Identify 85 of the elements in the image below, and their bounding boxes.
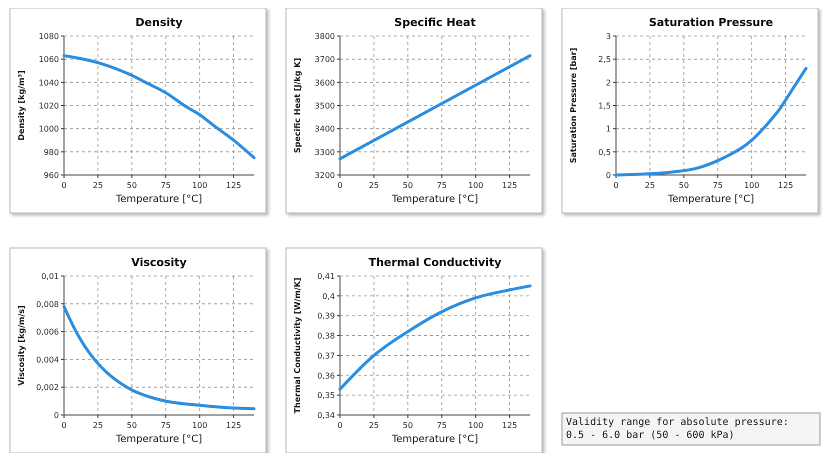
y-axis-title: Viscosity [kg/m/s] [17,305,26,386]
x-tick-label: 100 [192,181,208,190]
line-series [62,54,256,160]
x-tick-label: 75 [160,181,171,190]
x-tick-label: 100 [468,181,484,190]
x-axis-title: Temperature [°C] [114,434,202,445]
x-tick-label: 125 [778,181,794,190]
y-tick-label: 0,35 [317,391,335,400]
x-tick-label: 75 [160,421,171,430]
x-tick-label: 50 [678,181,689,190]
y-tick-label: 1020 [38,102,59,110]
y-tick-label: 1060 [38,55,59,64]
x-tick-label: 25 [92,181,104,190]
y-tick-label: 0,37 [317,351,335,360]
y-tick-label: 0,5 [598,148,611,157]
line-series [62,305,256,410]
x-axis-title: Temperature [°C] [390,194,478,205]
x-tick-label: 125 [226,181,242,190]
y-axis-title: Specific Heat [J/kg K] [293,58,302,154]
line-series [338,284,532,391]
x-tick-label: 125 [502,421,518,430]
y-tick-label: 2 [606,78,611,88]
y-tick-label: 1040 [38,78,59,88]
y-tick-label: 3200 [314,171,335,180]
y-tick-label: 3800 [314,32,335,41]
y-tick-label: 980 [44,148,59,157]
y-tick-label: 0 [606,171,611,180]
x-tick-label: 125 [226,421,242,430]
y-tick-label: 3 [606,32,611,41]
y-tick-label: 1000 [38,124,59,134]
y-tick-label: 2,5 [598,55,611,64]
y-tick-label: 0 [54,411,59,420]
chart-title: Viscosity [131,256,187,269]
y-tick-label: 0,39 [317,312,335,321]
y-tick-label: 0,008 [36,300,59,309]
y-axis-title: Thermal Conductivity [W/m/K] [293,278,302,414]
x-tick-label: 25 [368,181,380,190]
chart-title: Density [135,16,183,29]
x-tick-label: 0 [61,421,67,430]
y-tick-label: 3500 [314,102,335,110]
chart-title: Thermal Conductivity [368,256,502,269]
x-axis-title: Temperature [°C] [390,434,478,445]
y-tick-label: 0,4 [322,292,335,301]
y-tick-label: 960 [44,171,59,180]
y-tick-label: 0,01 [41,272,59,281]
x-tick-label: 50 [126,421,137,430]
y-tick-label: 3700 [314,55,335,64]
y-tick-label: 0,41 [317,272,335,281]
y-tick-label: 0,006 [36,328,59,337]
x-tick-label: 100 [468,421,484,430]
y-tick-label: 0,004 [36,355,59,364]
y-axis-title: Saturation Pressure [bar] [569,48,578,164]
x-tick-label: 25 [368,421,380,430]
chart-title: Specific Heat [394,16,476,29]
x-tick-label: 75 [436,181,447,190]
y-tick-label: 0,38 [317,332,335,341]
y-tick-label: 1 [606,124,611,134]
x-tick-label: 50 [402,181,413,190]
x-tick-label: 25 [644,181,656,190]
x-tick-label: 0 [337,421,343,430]
x-tick-label: 100 [744,181,760,190]
chart-title: Saturation Pressure [648,16,774,29]
x-tick-label: 50 [126,181,137,190]
y-tick-label: 0,36 [317,371,335,380]
x-tick-label: 0 [61,181,67,190]
x-tick-label: 125 [502,181,518,190]
x-tick-label: 0 [613,181,619,190]
text: 0.5 - 6.0 bar (50 - 600 kPa) [566,430,735,441]
x-tick-label: 50 [402,421,413,430]
x-axis-title: Temperature [°C] [114,194,202,205]
x-tick-label: 25 [92,421,104,430]
x-tick-label: 75 [712,181,723,190]
x-tick-label: 0 [337,181,343,190]
y-axis-title: Density [kg/m³] [17,70,26,141]
text: Validity range for absolute pressure: [566,417,789,428]
y-tick-label: 3300 [314,148,335,157]
y-tick-label: 3400 [314,124,335,134]
y-tick-label: 0,002 [36,383,59,392]
y-tick-label: 3600 [314,78,335,88]
x-tick-label: 100 [192,421,208,430]
y-tick-label: 0,34 [317,411,335,420]
y-tick-label: 1080 [38,32,59,41]
y-tick-label: 1,5 [598,102,611,110]
x-tick-label: 75 [436,421,447,430]
x-axis-title: Temperature [°C] [666,194,754,205]
